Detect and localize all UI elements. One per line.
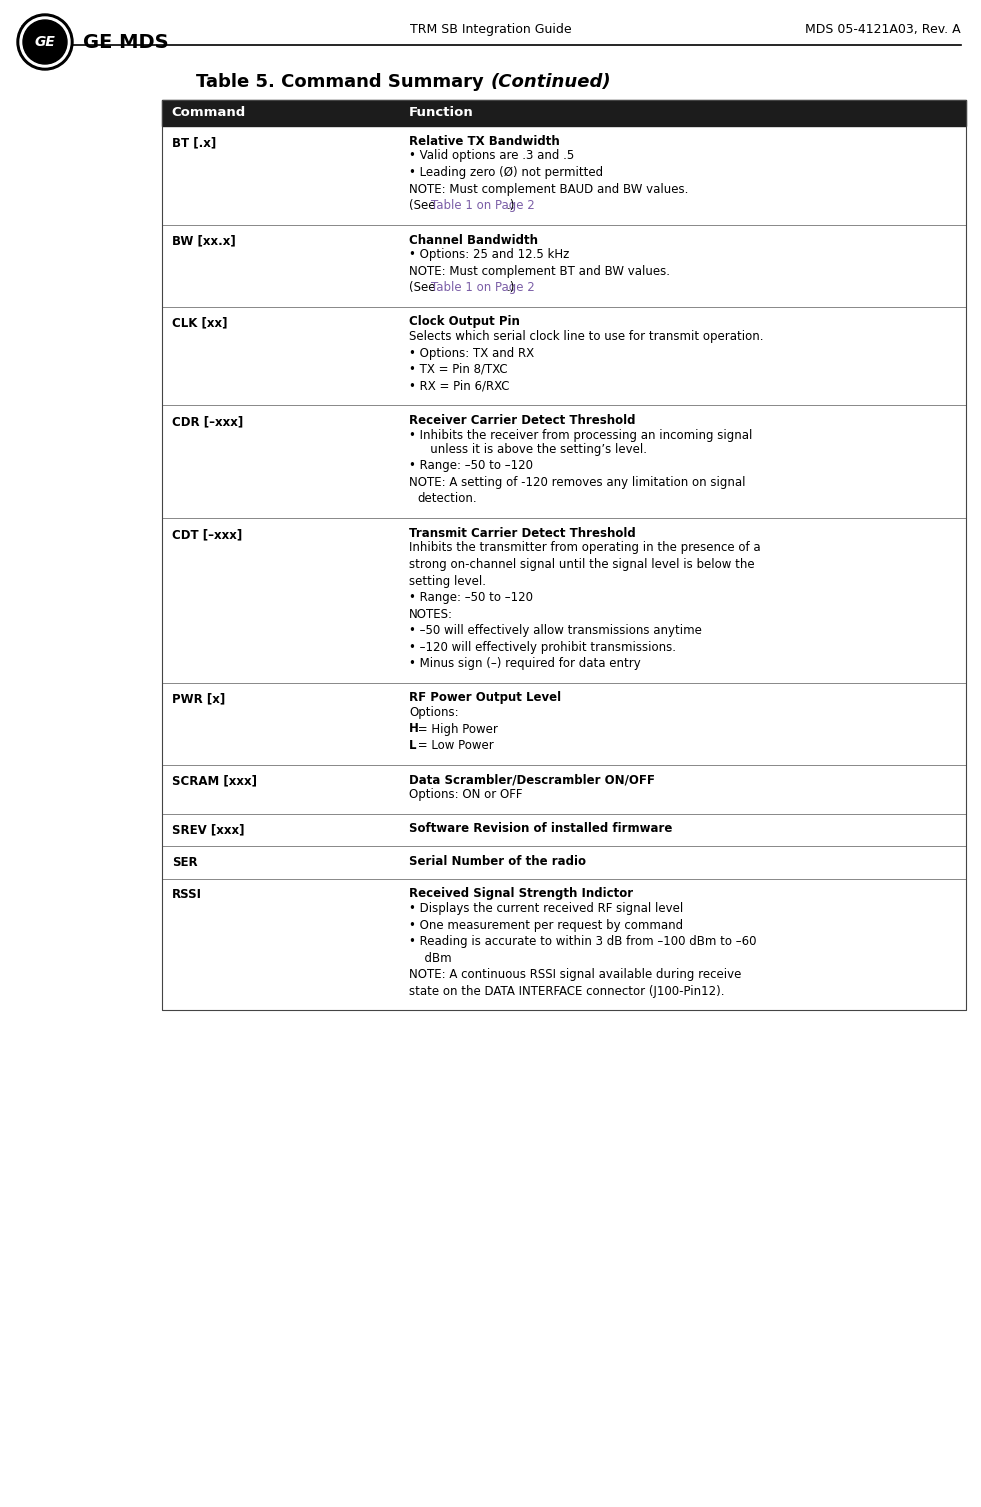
Text: state on the DATA INTERFACE connector (J100-Pin12).: state on the DATA INTERFACE connector (J… (409, 984, 725, 998)
Bar (162, 127, 966, 225)
Text: (Continued): (Continued) (490, 72, 611, 90)
Text: • Valid options are .3 and .5: • Valid options are .3 and .5 (409, 149, 575, 163)
Text: H: H (409, 722, 419, 735)
Text: L: L (409, 738, 417, 752)
Text: Serial Number of the radio: Serial Number of the radio (409, 854, 587, 868)
Text: NOTE: Must complement BAUD and BW values.: NOTE: Must complement BAUD and BW values… (409, 182, 689, 196)
Text: • –120 will effectively prohibit transmissions.: • –120 will effectively prohibit transmi… (409, 640, 676, 654)
Text: • Options: TX and RX: • Options: TX and RX (409, 347, 535, 360)
Circle shape (23, 20, 67, 63)
Text: unless it is above the setting’s level.: unless it is above the setting’s level. (419, 443, 647, 457)
Text: Selects which serial clock line to use for transmit operation.: Selects which serial clock line to use f… (409, 330, 763, 344)
Text: .): .) (506, 199, 515, 212)
Text: (See: (See (409, 199, 439, 212)
Text: Software Revision of installed firmware: Software Revision of installed firmware (409, 823, 673, 835)
Circle shape (17, 14, 73, 69)
Text: Table 5. Command Summary: Table 5. Command Summary (196, 72, 490, 90)
Bar (162, 99, 966, 127)
Text: CDT [–xxx]: CDT [–xxx] (172, 527, 242, 541)
Text: • Leading zero (Ø) not permitted: • Leading zero (Ø) not permitted (409, 166, 603, 179)
Text: NOTES:: NOTES: (409, 607, 453, 621)
Text: Data Scrambler/Descrambler ON/OFF: Data Scrambler/Descrambler ON/OFF (409, 773, 655, 787)
Text: RSSI: RSSI (172, 889, 202, 901)
Bar (162, 879, 966, 1010)
Bar (162, 814, 966, 845)
Text: = Low Power: = Low Power (414, 738, 494, 752)
Text: • Inhibits the receiver from processing an incoming signal: • Inhibits the receiver from processing … (409, 428, 752, 442)
Bar (162, 764, 966, 814)
Text: TRM SB Integration Guide: TRM SB Integration Guide (410, 24, 571, 36)
Text: • Minus sign (–) required for data entry: • Minus sign (–) required for data entry (409, 657, 641, 671)
Text: Clock Output Pin: Clock Output Pin (409, 315, 520, 329)
Text: detection.: detection. (417, 493, 477, 505)
Text: CDR [–xxx]: CDR [–xxx] (172, 414, 243, 428)
Text: Table 1 on Page 2: Table 1 on Page 2 (432, 199, 535, 212)
Circle shape (20, 17, 70, 66)
Text: .): .) (506, 280, 515, 294)
Text: SCRAM [xxx]: SCRAM [xxx] (172, 775, 257, 788)
Text: CLK [xx]: CLK [xx] (172, 316, 228, 330)
Text: • Options: 25 and 12.5 kHz: • Options: 25 and 12.5 kHz (409, 249, 570, 261)
Bar (162, 99, 966, 1010)
Bar (162, 845, 966, 879)
Bar (162, 683, 966, 764)
Text: NOTE: A continuous RSSI signal available during receive: NOTE: A continuous RSSI signal available… (409, 967, 742, 981)
Text: • Range: –50 to –120: • Range: –50 to –120 (409, 591, 533, 604)
Text: GE: GE (34, 35, 56, 50)
Text: Options: ON or OFF: Options: ON or OFF (409, 788, 523, 802)
Text: • Displays the current received RF signal level: • Displays the current received RF signa… (409, 903, 684, 915)
Text: PWR [x]: PWR [x] (172, 693, 225, 705)
Text: Transmit Carrier Detect Threshold: Transmit Carrier Detect Threshold (409, 527, 636, 540)
Text: Function: Function (409, 107, 474, 119)
Text: Relative TX Bandwidth: Relative TX Bandwidth (409, 136, 560, 148)
Text: MDS 05-4121A03, Rev. A: MDS 05-4121A03, Rev. A (805, 24, 961, 36)
Text: SER: SER (172, 856, 197, 870)
Text: Command: Command (172, 107, 246, 119)
Bar (162, 306, 966, 405)
Text: dBm: dBm (417, 951, 452, 964)
Text: Inhibits the transmitter from operating in the presence of a: Inhibits the transmitter from operating … (409, 541, 761, 555)
Text: 14: 14 (20, 24, 35, 36)
Text: • TX = Pin 8/TXC: • TX = Pin 8/TXC (409, 363, 508, 377)
Text: = High Power: = High Power (414, 722, 498, 735)
Bar (162, 225, 966, 306)
Text: NOTE: A setting of -120 removes any limitation on signal: NOTE: A setting of -120 removes any limi… (409, 476, 746, 488)
Text: BW [xx.x]: BW [xx.x] (172, 235, 235, 247)
Text: • Reading is accurate to within 3 dB from –100 dBm to –60: • Reading is accurate to within 3 dB fro… (409, 934, 756, 948)
Text: (See: (See (409, 280, 439, 294)
Text: strong on-channel signal until the signal level is below the: strong on-channel signal until the signa… (409, 558, 754, 571)
Text: Table 1 on Page 2: Table 1 on Page 2 (432, 280, 535, 294)
Bar (162, 405, 966, 518)
Text: SREV [xxx]: SREV [xxx] (172, 823, 244, 836)
Text: GE MDS: GE MDS (83, 33, 169, 51)
Text: NOTE: Must complement BT and BW values.: NOTE: Must complement BT and BW values. (409, 265, 670, 277)
Text: setting level.: setting level. (409, 574, 487, 588)
Text: Receiver Carrier Detect Threshold: Receiver Carrier Detect Threshold (409, 414, 636, 426)
Text: • One measurement per request by command: • One measurement per request by command (409, 918, 684, 931)
Text: Options:: Options: (409, 705, 459, 719)
Bar (162, 518, 966, 683)
Text: BT [.x]: BT [.x] (172, 136, 216, 149)
Text: Received Signal Strength Indictor: Received Signal Strength Indictor (409, 888, 634, 901)
Text: RF Power Output Level: RF Power Output Level (409, 692, 561, 704)
Text: • RX = Pin 6/RXC: • RX = Pin 6/RXC (409, 380, 510, 392)
Text: Channel Bandwidth: Channel Bandwidth (409, 234, 539, 247)
Text: • –50 will effectively allow transmissions anytime: • –50 will effectively allow transmissio… (409, 624, 702, 637)
Text: • Range: –50 to –120: • Range: –50 to –120 (409, 460, 533, 473)
